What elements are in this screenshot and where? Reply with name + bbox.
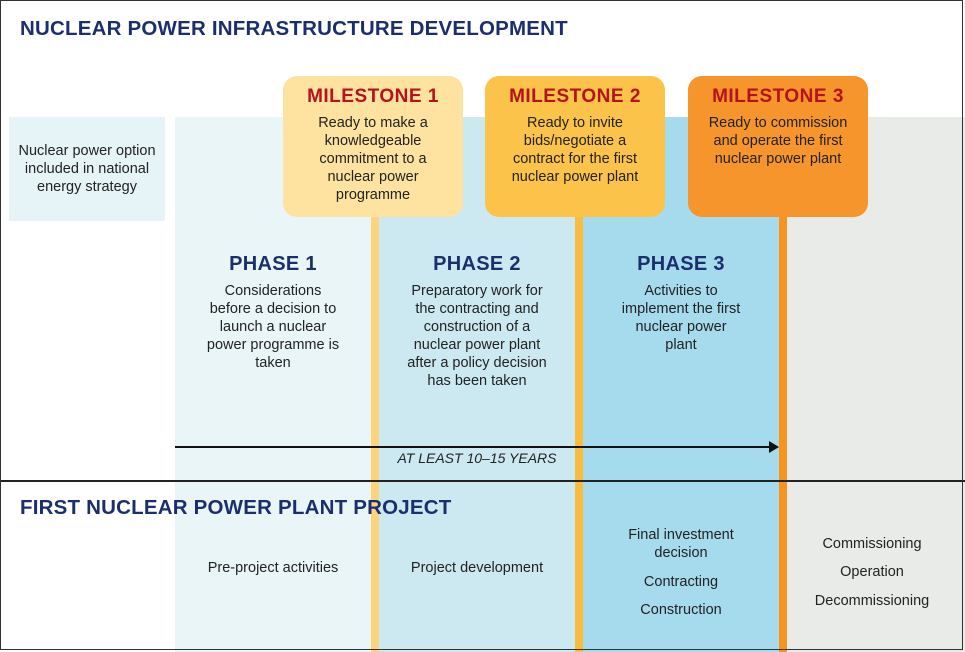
milestone-3-line: [779, 205, 787, 652]
milestone-1-title: MILESTONE 1: [307, 86, 439, 107]
phase-3: PHASE 3 Activities to implement the firs…: [583, 253, 779, 354]
milestone-2-text: Ready to invite bids/negotiate a contrac…: [511, 115, 639, 185]
milestone-2-title: MILESTONE 2: [509, 86, 641, 107]
project-pre-project: Pre-project activities: [207, 560, 339, 576]
milestone-2-line: [575, 205, 583, 652]
energy-strategy-box: Nuclear power option included in nationa…: [9, 117, 165, 221]
phase-3-title: PHASE 3: [637, 253, 725, 275]
phase-1-text: Considerations before a decision to laun…: [206, 283, 340, 371]
phase-2-text: Preparatory work for the contracting and…: [407, 283, 547, 389]
phase-2-title: PHASE 2: [433, 253, 521, 275]
project-decommissioning: Decommissioning: [814, 593, 930, 609]
milestone-3-title: MILESTONE 3: [712, 86, 844, 107]
milestone-2-box: MILESTONE 2 Ready to invite bids/negotia…: [485, 76, 665, 217]
timeline-arrow-line: [175, 446, 771, 448]
milestone-1-box: MILESTONE 1 Ready to make a knowledgeabl…: [283, 76, 463, 217]
project-final-investment-decision: Final investment decision: [628, 527, 734, 561]
phase-1-title: PHASE 1: [229, 253, 317, 275]
phase-2: PHASE 2 Preparatory work for the contrac…: [379, 253, 575, 390]
project-title: FIRST NUCLEAR POWER PLANT PROJECT: [20, 496, 452, 519]
page-title: NUCLEAR POWER INFRASTRUCTURE DEVELOPMENT: [20, 17, 568, 40]
project-development: Project development: [410, 560, 544, 576]
project-commissioning: Commissioning: [822, 536, 922, 552]
timeline-arrow-head: [769, 441, 779, 453]
milestone-3-box: MILESTONE 3 Ready to commission and oper…: [688, 76, 868, 217]
project-contracting: Contracting: [643, 574, 719, 590]
timeline-label: AT LEAST 10–15 YEARS: [397, 450, 557, 466]
phase-3-text: Activities to implement the first nuclea…: [621, 283, 741, 353]
energy-strategy-text: Nuclear power option included in nationa…: [18, 143, 156, 195]
project-construction: Construction: [640, 602, 722, 618]
project-operation: Operation: [840, 564, 904, 580]
milestone-1-text: Ready to make a knowledgeable commitment…: [318, 115, 428, 203]
milestone-1-line: [371, 205, 379, 652]
milestone-3-text: Ready to commission and operate the firs…: [708, 115, 848, 167]
section-divider: [0, 480, 965, 482]
phase-1: PHASE 1 Considerations before a decision…: [175, 253, 371, 372]
